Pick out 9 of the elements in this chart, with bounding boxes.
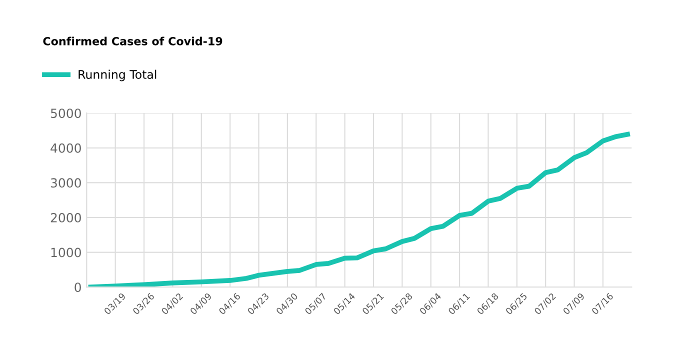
y-tick-label: 4000 xyxy=(50,143,81,153)
legend-label: Running Total xyxy=(78,70,156,82)
chart-title: Confirmed Cases of Covid-19 xyxy=(43,36,222,46)
y-tick-label: 0 xyxy=(74,282,81,292)
y-tick-label: 5000 xyxy=(50,108,81,118)
y-tick-label: 1000 xyxy=(51,248,81,258)
line-series xyxy=(88,132,630,288)
y-tick-label: 3000 xyxy=(50,178,81,188)
y-tick-label: 2000 xyxy=(50,212,81,222)
